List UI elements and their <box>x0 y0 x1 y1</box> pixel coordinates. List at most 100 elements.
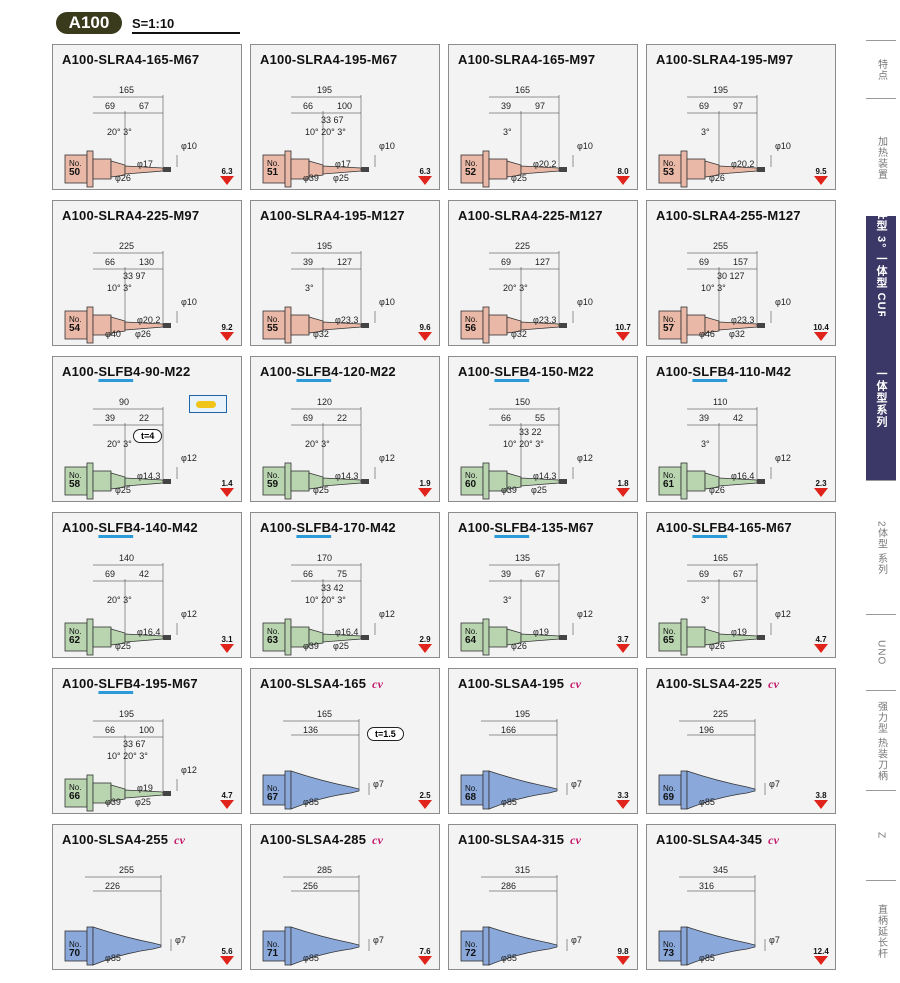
title-suffix: 4-110-M42 <box>727 364 792 379</box>
item-number-value: 65 <box>663 635 675 646</box>
angle-labels: 3° <box>701 127 710 137</box>
shrink-cone <box>92 926 162 966</box>
product-card[interactable]: A100-SLRA4-195-M67 No. 51 195 66 100 33 67 10° … <box>250 44 440 190</box>
sidebar-tab-2[interactable]: 一体型 3° 一体型 CURVE <box>866 196 896 336</box>
body-diameter-label: φ39 <box>303 173 319 183</box>
body-diameter-label: φ26 <box>709 173 725 183</box>
body-diameter-label: φ25 <box>115 485 131 495</box>
product-card[interactable]: A100-SLFB4-120-M22 No. 59 120 69 22 20° 3° φ12 φ… <box>250 356 440 502</box>
product-card[interactable]: A100-SLRA4-195-M97 No. 53 195 69 97 3° φ10 φ20.2… <box>646 44 836 190</box>
item-number: No. 57 <box>663 315 675 334</box>
weight-indicator: 4.7 <box>219 791 235 809</box>
product-card[interactable]: A100-SLFB4-150-M22 No. 60 150 66 55 33 22 10° 2… <box>448 356 638 502</box>
product-card[interactable]: A100-SLRA4-195-M127 No. 55 195 39 127 3° φ10 φ23… <box>250 200 440 346</box>
sidebar-tab-label: 2体型 系列 <box>875 520 887 576</box>
product-card[interactable]: A100-SLSA4-285 cv No. 71 285 256 φ7 φ85 7.6 <box>250 824 440 970</box>
product-card[interactable]: A100-SLFB4-110-M42 No. 61 110 39 42 3° φ12 φ16.4… <box>646 356 836 502</box>
tip-thread <box>361 635 369 640</box>
item-number-prefix: No. <box>465 940 478 949</box>
title-series-highlight: SLFB <box>692 520 728 535</box>
angle-labels: 3° <box>503 127 512 137</box>
dim-d1-label: 166 <box>501 725 517 735</box>
product-card[interactable]: A100-SLSA4-195 cv No. 68 195 166 φ7 φ85 3.3 <box>448 668 638 814</box>
weight-value: 8.0 <box>617 167 629 176</box>
down-arrow-icon <box>616 332 630 341</box>
sidebar-tab-4[interactable]: 2体型 系列 <box>866 480 896 615</box>
product-card[interactable]: A100-SLSA4-345 cv No. 73 345 316 φ7 φ85 12.4 <box>646 824 836 970</box>
product-card[interactable]: A100-SLSA4-165 cv No. 67 165 136 φ7 φ85 t=1.5 2.5 <box>250 668 440 814</box>
holder-collar <box>284 462 292 500</box>
title-prefix: A100- <box>260 364 297 379</box>
sidebar-tab-6[interactable]: 强力型 热装刀柄 <box>866 690 896 791</box>
neck-diameter-label: φ17 <box>137 159 153 169</box>
angle-labels: 10° 20° 3° <box>305 595 346 605</box>
product-card[interactable]: A100-SLFB4-195-M67 No. 66 195 66 100 33 67 10° … <box>52 668 242 814</box>
weight-indicator: 10.7 <box>615 323 631 341</box>
sidebar-tab-8[interactable]: 直柄延长杆 <box>866 880 896 981</box>
title-prefix: A100- <box>260 520 297 535</box>
product-card[interactable]: A100-SLRA4-165-M67 No. 50 165 69 67 20° 3° φ10 φ… <box>52 44 242 190</box>
product-card[interactable]: A100-SLRA4-165-M97 No. 52 165 39 97 3° φ10 φ20.2… <box>448 44 638 190</box>
product-card[interactable]: A100-SLFB4-135-M67 No. 64 135 39 67 3° φ12 φ19 φ2… <box>448 512 638 658</box>
product-card[interactable]: A100-SLSA4-225 cv No. 69 225 196 φ7 φ85 3.8 <box>646 668 836 814</box>
product-card[interactable]: A100-SLSA4-255 cv No. 70 255 226 φ7 φ85 5.6 <box>52 824 242 970</box>
product-card[interactable]: A100-SLSA4-315 cv No. 72 315 286 φ7 φ85 9.8 <box>448 824 638 970</box>
item-number: No. 53 <box>663 159 675 178</box>
product-card[interactable]: A100-SLRA4-255-M127 No. 57 255 69 157 30 127 10… <box>646 200 836 346</box>
dim-d1-label: 69 <box>303 413 314 423</box>
dim-d2-label: 67 <box>535 569 546 579</box>
tool-drawing <box>64 407 178 500</box>
body-diameter-label: φ25 <box>115 641 131 651</box>
weight-value: 12.4 <box>813 947 829 956</box>
body-diameter-label: φ85 <box>699 797 715 807</box>
holder-collar <box>86 926 94 966</box>
holder-collar <box>482 150 490 188</box>
item-number-value: 72 <box>465 948 477 959</box>
body-diameter-label: φ85 <box>105 953 121 963</box>
product-title: A100-SLSA4-255 cv <box>62 832 185 848</box>
taper-section <box>110 472 126 490</box>
angle-labels: 3° <box>503 595 512 605</box>
sidebar-tab-3[interactable]: 一体型系列 <box>866 316 896 480</box>
title-prefix: A100- <box>62 520 99 535</box>
tool-drawing <box>460 719 568 810</box>
holder-collar <box>482 926 490 966</box>
thickness-bubble: t=1.5 <box>367 727 404 741</box>
sidebar-tab-5[interactable]: UNO <box>866 614 896 691</box>
angle-labels: 20° 3° <box>107 439 132 449</box>
product-card[interactable]: A100-SLRA4-225-M97 No. 54 225 66 130 33 97 10° … <box>52 200 242 346</box>
title-series-highlight: SLFB <box>692 364 728 379</box>
holder-collar <box>680 306 688 344</box>
item-number-value: 57 <box>663 323 675 334</box>
tip-diameter-label: φ7 <box>373 935 384 945</box>
title-suffix: 4-170-M42 <box>331 520 396 535</box>
tip-diameter-label: φ10 <box>379 141 395 151</box>
product-title: A100-SLFB4-165-M67 <box>656 520 792 535</box>
tool-drawing <box>262 875 370 966</box>
sidebar-tab-1[interactable]: 加热装置 <box>866 98 896 217</box>
title-prefix: A100-SLRA4-225-M97 <box>62 208 200 223</box>
angle-labels: 20° 3° <box>503 283 528 293</box>
weight-indicator: 6.3 <box>417 167 433 185</box>
dim-d3-label: 33 67 <box>321 115 344 125</box>
product-card[interactable]: A100-SLRA4-225-M127 No. 56 225 69 127 20° 3° φ1… <box>448 200 638 346</box>
product-card[interactable]: A100-SLFB4-90-M22 No. 58 90 39 22 20° 3° φ12 φ14… <box>52 356 242 502</box>
taper-section <box>110 160 126 178</box>
item-number-value: 71 <box>267 948 279 959</box>
sidebar-tab-0[interactable]: 特点 <box>866 40 896 99</box>
down-arrow-icon <box>814 644 828 653</box>
dim-d2-label: 127 <box>337 257 353 267</box>
body-diameter-label: φ85 <box>699 953 715 963</box>
product-card[interactable]: A100-SLFB4-165-M67 No. 65 165 69 67 3° φ12 φ19 φ2… <box>646 512 836 658</box>
tip-thread <box>559 479 567 484</box>
sidebar-tab-7[interactable]: Z <box>866 790 896 881</box>
product-card[interactable]: A100-SLFB4-140-M42 No. 62 140 69 42 20° 3° φ12 φ… <box>52 512 242 658</box>
down-arrow-icon <box>220 644 234 653</box>
weight-indicator: 9.8 <box>615 947 631 965</box>
tip-diameter-label: φ12 <box>379 453 395 463</box>
body-diameter-label: φ32 <box>511 329 527 339</box>
product-title: A100-SLFB4-195-M67 <box>62 676 198 691</box>
dim-d1-label: 69 <box>105 101 116 111</box>
item-number: No. 59 <box>267 471 279 490</box>
product-card[interactable]: A100-SLFB4-170-M42 No. 63 170 66 75 33 42 10° 2… <box>250 512 440 658</box>
